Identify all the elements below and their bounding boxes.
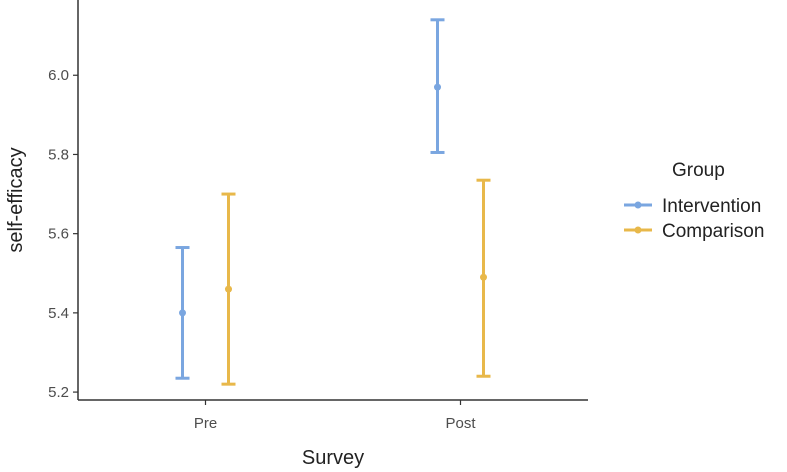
y-tick-label: 5.4 xyxy=(48,305,69,322)
legend-item-intervention: Intervention xyxy=(624,196,761,217)
x-axis-ticks: Pre Post xyxy=(194,400,476,432)
legend-key-point xyxy=(634,226,642,234)
mean-point xyxy=(480,273,487,281)
error-bar-intervention-pre xyxy=(175,246,190,380)
y-tick-label: 5.2 xyxy=(48,384,69,401)
y-tick-label: 5.6 xyxy=(48,226,69,243)
y-tick-label: 5.8 xyxy=(48,146,69,163)
x-axis-title: Survey xyxy=(302,447,364,469)
y-tick-label: 6.0 xyxy=(48,67,69,84)
plot-area xyxy=(175,18,491,386)
legend-label: Comparison xyxy=(662,221,764,242)
legend-item-comparison: Comparison xyxy=(624,221,764,242)
legend-key-point xyxy=(634,201,642,209)
x-tick-label: Pre xyxy=(194,415,217,432)
mean-point xyxy=(179,309,186,317)
mean-point xyxy=(225,285,232,293)
legend: Group Intervention Comparison xyxy=(624,160,764,242)
error-bar-comparison-post xyxy=(476,178,491,378)
y-axis-ticks: 5.2 5.4 5.6 5.8 6.0 xyxy=(48,67,78,401)
error-bar-comparison-pre xyxy=(221,192,236,386)
legend-label: Intervention xyxy=(662,196,761,217)
y-axis-title: self-efficacy xyxy=(5,147,27,252)
mean-point xyxy=(434,83,441,91)
error-bar-intervention-post xyxy=(430,18,445,154)
x-tick-label: Post xyxy=(445,415,476,432)
legend-title: Group xyxy=(672,160,725,181)
